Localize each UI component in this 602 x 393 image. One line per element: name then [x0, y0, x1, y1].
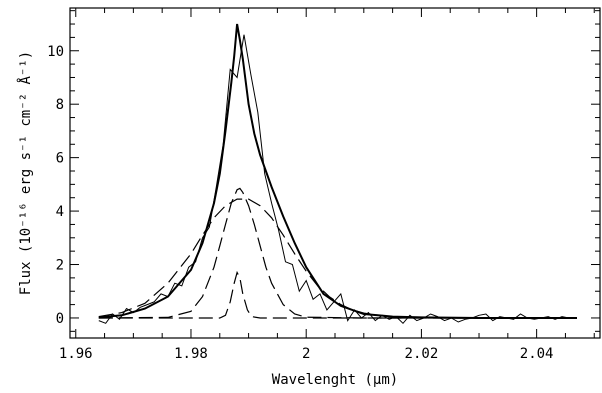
x-tick-label: 1.98: [174, 346, 208, 362]
series-group: [98, 23, 577, 325]
x-tick-label: 1.96: [59, 346, 93, 362]
y-tick-label: 8: [56, 97, 64, 113]
series-line-3: [98, 198, 577, 319]
y-axis-label: Flux (10⁻¹⁶ erg s⁻¹ cm⁻² Å⁻¹): [17, 51, 34, 295]
y-tick-label: 0: [56, 311, 64, 327]
x-axis-ticks: 1.96 1.98 2 2.02 2.04: [59, 8, 595, 362]
y-axis-ticks: 0 2 4 6 8 10: [47, 10, 600, 332]
y-tick-label: 4: [56, 204, 64, 220]
plot-frame: [69, 7, 601, 339]
x-tick-label: 2.02: [405, 346, 439, 362]
y-tick-label: 2: [56, 258, 64, 274]
y-tick-label: 6: [56, 151, 64, 167]
y-tick-label: 10: [47, 44, 64, 60]
series-line-2: [98, 23, 577, 319]
x-tick-label: 2.04: [520, 346, 554, 362]
series-line-4: [98, 187, 577, 319]
series-line-5: [98, 270, 577, 319]
x-axis-label: Wavelenght (μm): [272, 372, 398, 388]
x-tick-label: 2: [302, 346, 310, 362]
